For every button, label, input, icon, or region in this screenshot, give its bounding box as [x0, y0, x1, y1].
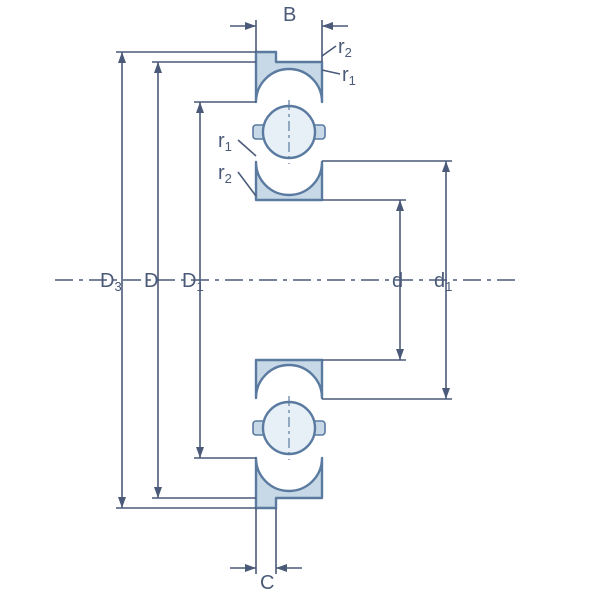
- label-r1-left: r1: [218, 130, 232, 154]
- label-r2-left: r2: [218, 162, 232, 186]
- bearing-diagram: B r2 r1 r1 r2 D3 D D1 d d1 C: [0, 0, 600, 600]
- label-d1: d1: [434, 270, 452, 294]
- label-r1-top: r1: [342, 64, 356, 88]
- label-C: C: [260, 572, 274, 596]
- label-r2-top: r2: [338, 36, 352, 60]
- label-D1: D1: [182, 270, 204, 294]
- label-d: d: [392, 270, 403, 294]
- label-D: D: [144, 270, 158, 294]
- diagram-svg: [0, 0, 600, 600]
- label-D3: D3: [100, 270, 122, 294]
- label-B: B: [283, 4, 296, 28]
